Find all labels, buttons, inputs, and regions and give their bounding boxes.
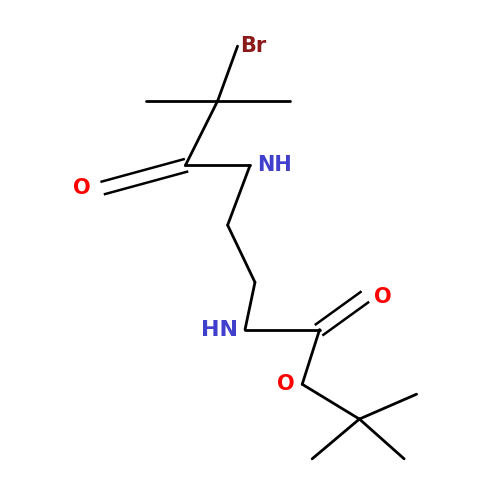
Text: O: O — [74, 178, 91, 198]
Text: HN: HN — [200, 320, 237, 340]
Text: Br: Br — [240, 36, 266, 56]
Text: O: O — [374, 287, 392, 307]
Text: NH: NH — [258, 156, 292, 176]
Text: O: O — [277, 374, 295, 394]
